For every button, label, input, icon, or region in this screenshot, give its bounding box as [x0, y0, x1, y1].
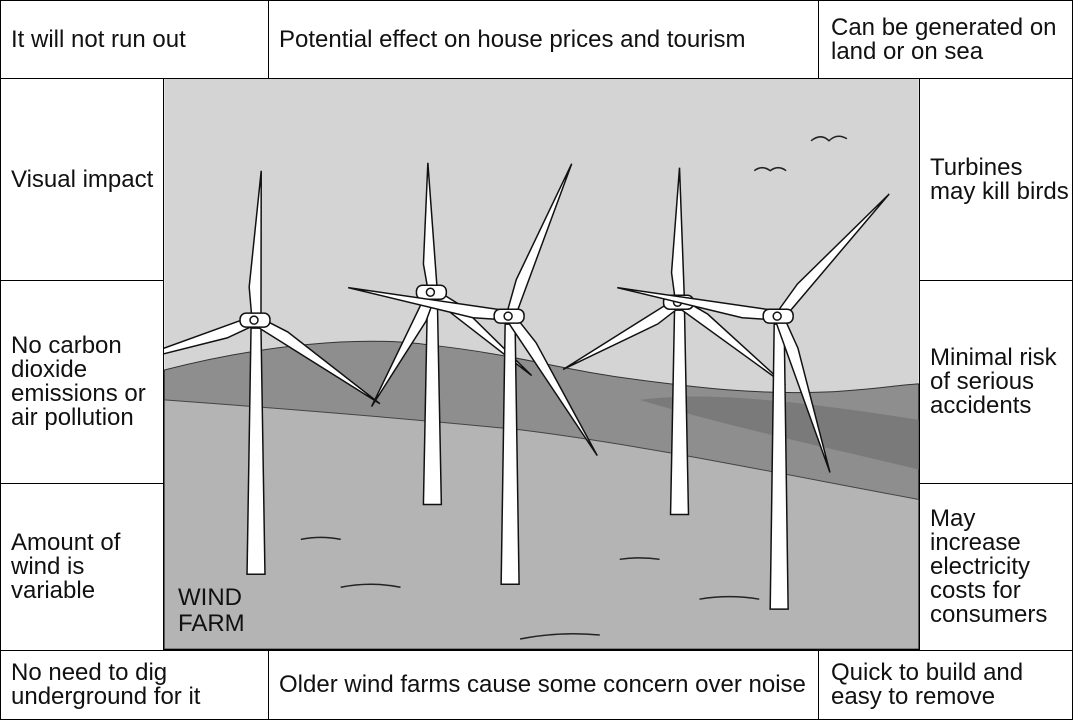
- bottom-cell: Quick to build and easy to remove: [818, 650, 1073, 720]
- top-cell: Can be generated on land or on sea: [818, 0, 1073, 79]
- wind-farm-illustration: [163, 78, 920, 650]
- turbine-part: [501, 324, 519, 584]
- diagram: It will not run out Potential effect on …: [0, 0, 1073, 720]
- turbine-part: [671, 310, 689, 514]
- bottom-cell: No need to dig underground for it: [0, 650, 269, 720]
- turbine-part: [770, 324, 788, 609]
- left-cell: No carbon dioxide emissions or air pollu…: [0, 280, 164, 484]
- turbine-part: [773, 312, 781, 320]
- turbine-part: [504, 312, 512, 320]
- left-cell: Visual impact: [0, 78, 164, 281]
- right-cell: May increase electricity costs for consu…: [919, 483, 1073, 651]
- top-cell: Potential effect on house prices and tou…: [268, 0, 819, 79]
- bottom-cell: Older wind farms cause some concern over…: [268, 650, 819, 720]
- left-cell: Amount of wind is variable: [0, 483, 164, 651]
- turbine-part: [423, 300, 441, 504]
- turbine-part: [250, 316, 258, 324]
- top-cell: It will not run out: [0, 0, 269, 79]
- right-cell: Turbines may kill birds: [919, 78, 1073, 281]
- image-label: WIND FARM: [178, 585, 268, 637]
- turbine-part: [247, 328, 265, 574]
- right-cell: Minimal risk of serious accidents: [919, 280, 1073, 484]
- turbine-part: [426, 288, 434, 296]
